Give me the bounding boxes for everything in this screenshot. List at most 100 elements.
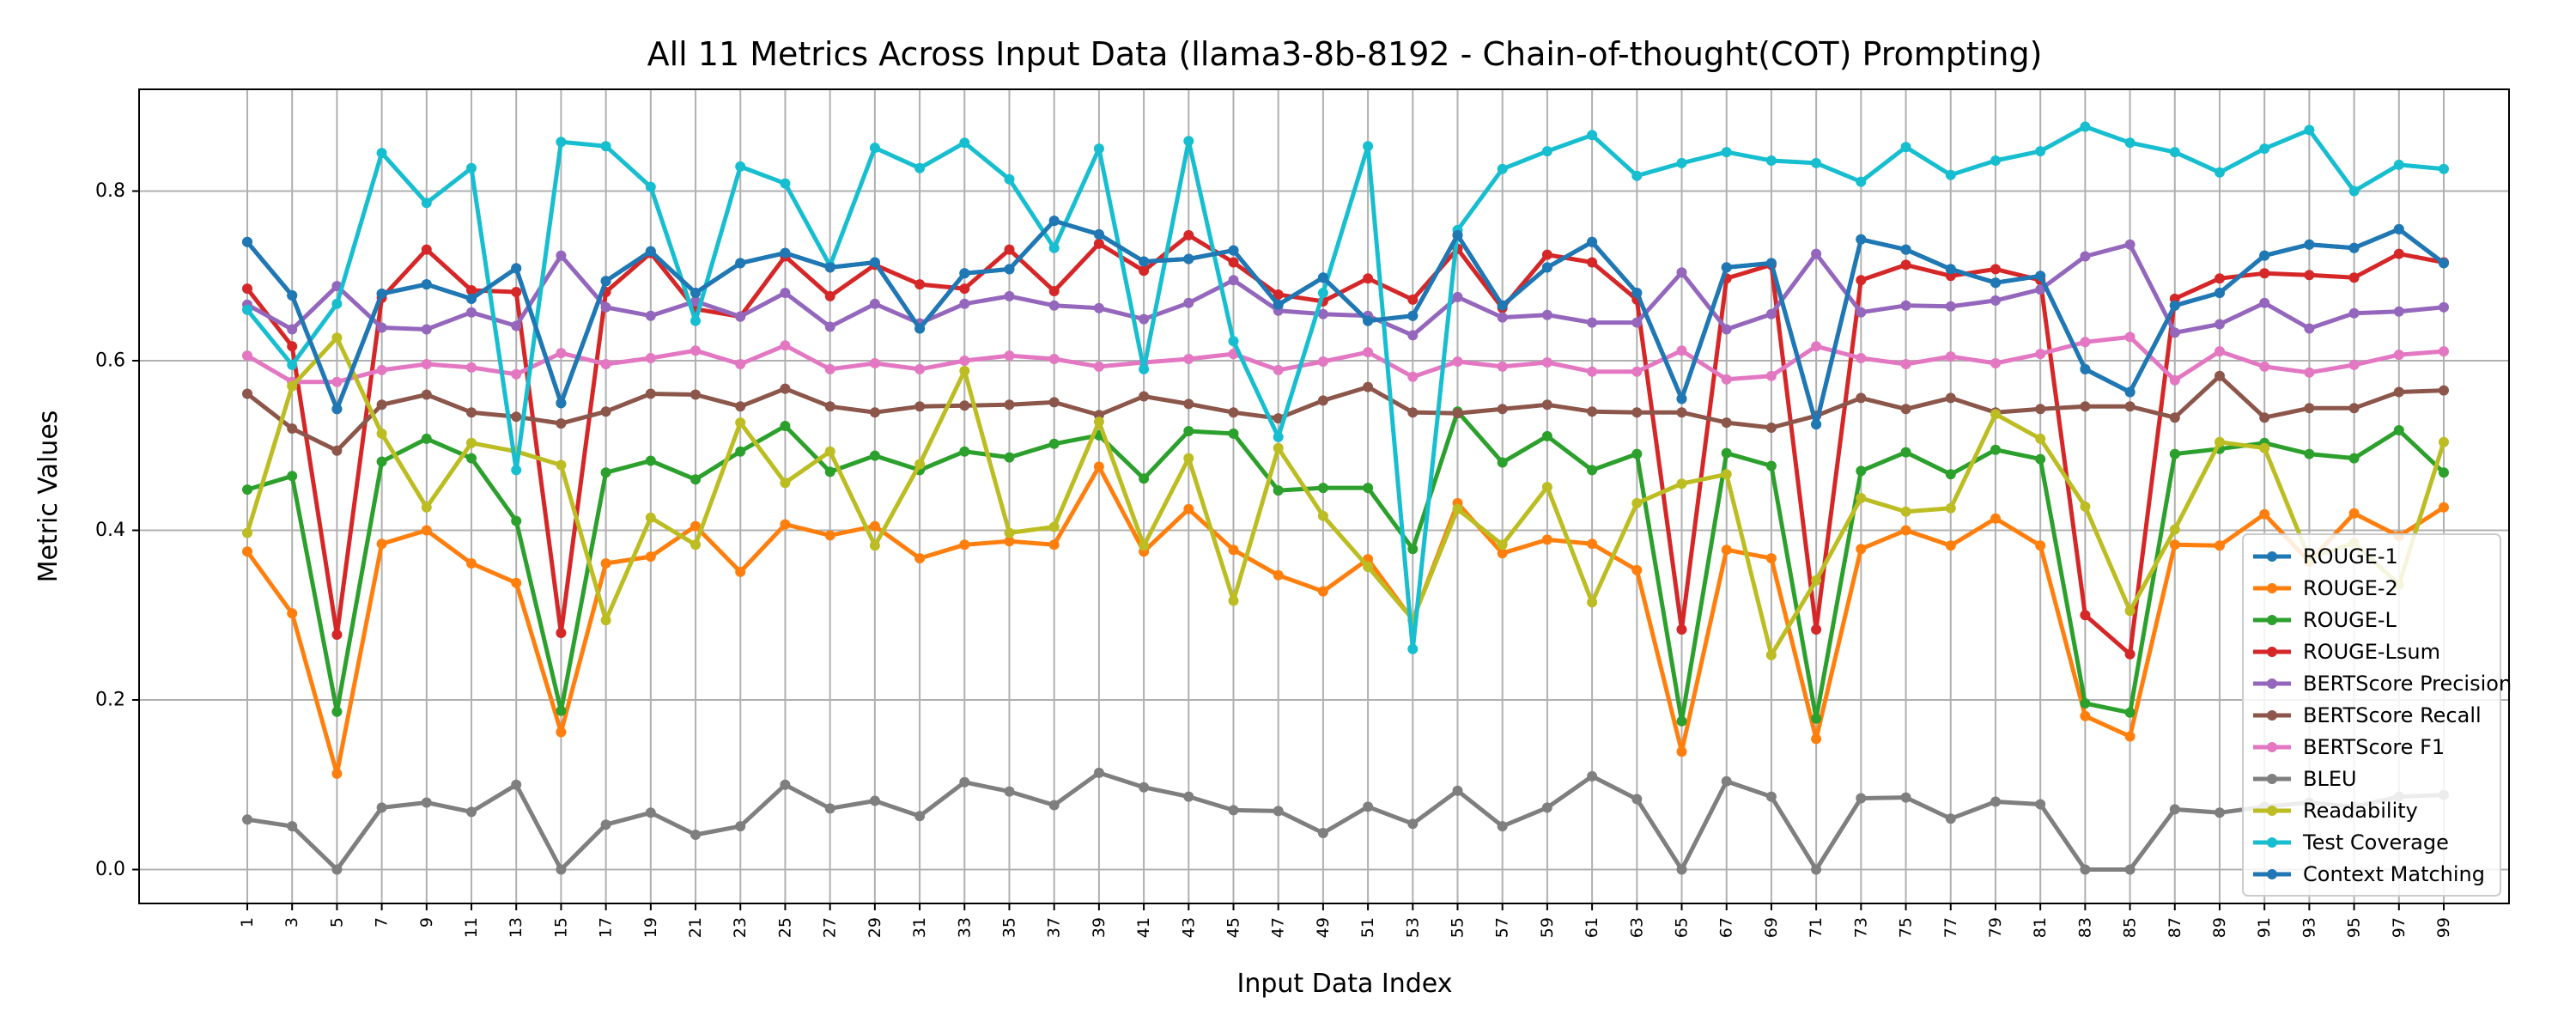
data-point-test-coverage	[1541, 146, 1552, 157]
data-point-rouge-2	[1497, 548, 1508, 559]
data-point-bertscore-precision	[2215, 319, 2225, 330]
data-point-context-matching	[2169, 300, 2180, 311]
data-point-rouge-l	[690, 474, 701, 485]
data-point-bertscore-precision	[466, 307, 477, 318]
data-point-rouge-lsum	[556, 628, 567, 638]
data-point-rouge-2	[2215, 540, 2225, 551]
data-point-bertscore-recall	[1721, 417, 1732, 429]
data-point-bertscore-recall	[1497, 404, 1508, 415]
data-point-bertscore-f1	[2215, 346, 2225, 357]
legend-swatch-marker	[2267, 647, 2277, 657]
data-point-bertscore-recall	[331, 445, 343, 456]
data-point-context-matching	[645, 246, 656, 257]
data-point-test-coverage	[556, 137, 567, 148]
x-tick-label: 95	[2345, 917, 2364, 938]
data-point-context-matching	[1139, 256, 1150, 267]
data-point-readability	[959, 365, 970, 376]
data-point-context-matching	[1497, 300, 1508, 311]
data-point-test-coverage	[1900, 142, 1911, 153]
x-tick-label: 87	[2166, 917, 2184, 938]
data-point-test-coverage	[869, 143, 880, 154]
data-point-test-coverage	[2035, 146, 2046, 157]
legend-item: Test Coverage	[2253, 830, 2449, 855]
data-point-bertscore-precision	[824, 321, 835, 332]
data-point-rouge-l	[824, 466, 835, 477]
x-tick-label: 71	[1807, 917, 1826, 938]
data-point-rouge-lsum	[466, 285, 477, 295]
data-point-test-coverage	[959, 137, 970, 149]
data-point-rouge-lsum	[1856, 275, 1867, 286]
data-point-test-coverage	[1407, 643, 1419, 654]
data-point-bertscore-f1	[1676, 345, 1687, 356]
x-tick-label: 77	[1941, 917, 1960, 938]
data-point-rouge-lsum	[1541, 249, 1552, 260]
data-point-bertscore-precision	[1765, 308, 1777, 319]
data-point-bleu	[1139, 782, 1150, 793]
data-point-bleu	[1004, 786, 1015, 797]
data-point-bertscore-recall	[2259, 412, 2270, 423]
series-line-context-matching	[246, 218, 2445, 427]
x-tick-label: 59	[1538, 917, 1557, 938]
data-point-test-coverage	[1139, 363, 1150, 374]
data-point-bleu	[1048, 800, 1060, 811]
legend: ROUGE-1 ROUGE-2 ROUGE-L ROUGE-Lsum BERTScore…	[2242, 533, 2512, 897]
series-test-coverage	[242, 121, 2449, 654]
data-point-readability	[1856, 493, 1867, 503]
data-point-bleu	[1093, 767, 1104, 778]
legend-label: ROUGE-L	[2303, 608, 2397, 632]
data-point-rouge-2	[914, 553, 926, 564]
data-point-readability	[331, 332, 343, 344]
y-tick-label: 0.4	[95, 520, 125, 541]
x-tick-label: 83	[2075, 917, 2094, 938]
data-point-readability	[1317, 510, 1328, 521]
data-point-rouge-l	[2439, 467, 2449, 478]
data-point-bertscore-recall	[914, 401, 926, 412]
data-point-bertscore-precision	[1676, 267, 1687, 278]
data-point-rouge-2	[376, 538, 387, 550]
data-point-bertscore-recall	[376, 399, 387, 411]
data-point-bleu	[1900, 792, 1911, 803]
data-point-rouge-2	[1765, 553, 1777, 564]
data-point-bleu	[824, 803, 835, 814]
data-point-rouge-l	[959, 446, 970, 457]
x-tick-label: 21	[686, 917, 705, 938]
series-readability	[242, 332, 2449, 660]
data-point-bertscore-precision	[735, 311, 746, 322]
data-point-bertscore-recall	[1228, 407, 1239, 418]
x-tick-label: 51	[1358, 917, 1377, 938]
data-point-bertscore-precision	[1541, 309, 1552, 320]
data-point-readability	[2080, 501, 2091, 512]
data-point-bertscore-precision	[376, 322, 387, 333]
data-point-bertscore-f1	[2035, 349, 2046, 360]
data-point-readability	[1004, 527, 1015, 538]
data-point-rouge-l	[1721, 447, 1732, 459]
data-point-rouge-l	[1990, 444, 2001, 455]
data-point-test-coverage	[1811, 157, 1822, 168]
data-point-context-matching	[1317, 272, 1328, 283]
data-point-bertscore-f1	[824, 363, 835, 374]
data-point-bertscore-recall	[2304, 403, 2315, 414]
legend-label: ROUGE-1	[2303, 544, 2398, 569]
data-point-rouge-lsum	[1183, 229, 1194, 240]
data-point-test-coverage	[2439, 163, 2449, 174]
data-point-readability	[466, 437, 477, 448]
data-point-readability	[824, 446, 835, 457]
data-point-bertscore-f1	[1587, 366, 1598, 377]
data-point-rouge-2	[959, 539, 970, 550]
data-point-bertscore-precision	[1945, 301, 1956, 312]
data-point-bertscore-f1	[421, 359, 432, 369]
series-line-bertscore-f1	[246, 334, 2445, 385]
x-tick-label: 5	[327, 917, 346, 928]
data-point-rouge-lsum	[421, 244, 432, 255]
data-point-bertscore-recall	[735, 401, 746, 412]
data-point-rouge-l	[287, 471, 298, 482]
y-tick-layer: 0.0 0.2 0.4 0.6 0.8	[95, 180, 139, 880]
data-point-readability	[1765, 649, 1777, 660]
data-point-readability	[1900, 506, 1911, 517]
data-point-rouge-2	[780, 519, 791, 530]
data-point-readability	[780, 477, 791, 489]
data-point-rouge-2	[869, 520, 880, 532]
data-point-context-matching	[1363, 315, 1374, 326]
data-point-readability	[1497, 539, 1508, 550]
data-point-context-matching	[824, 262, 835, 273]
